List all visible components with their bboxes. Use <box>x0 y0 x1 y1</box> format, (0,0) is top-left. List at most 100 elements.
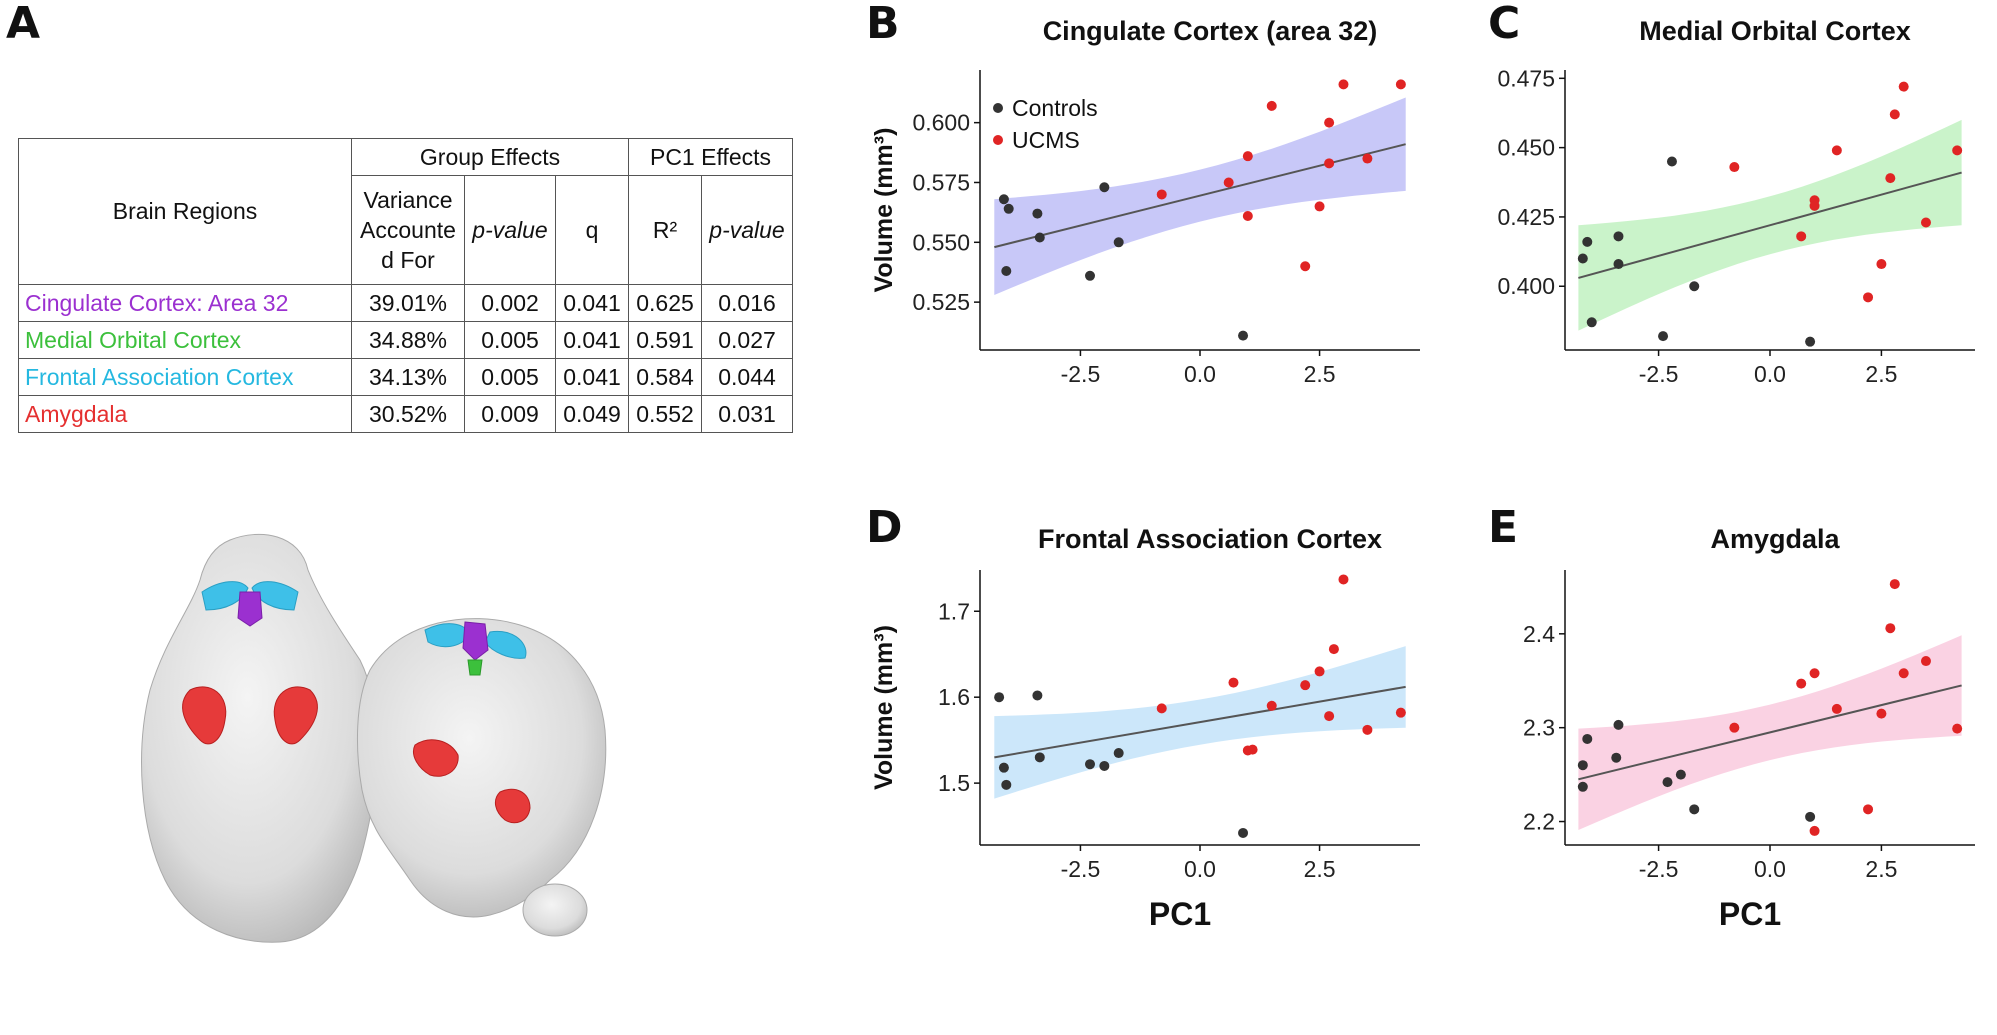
control-point <box>1113 748 1124 759</box>
control-point <box>1113 237 1124 248</box>
regression-line <box>1578 684 1962 781</box>
control-point <box>1666 156 1677 167</box>
legend-controls-marker <box>993 103 1003 113</box>
x-tick-label: 2.5 <box>1865 856 1897 882</box>
ucms-point <box>1328 644 1339 655</box>
row-q: 0.041 <box>555 284 629 322</box>
ucms-point <box>1885 173 1896 184</box>
y-tick-label: 1.5 <box>938 770 970 796</box>
col-q: q <box>555 175 629 285</box>
amygdala-right <box>273 686 318 745</box>
control-point <box>1238 330 1249 341</box>
row-region: Amygdala <box>18 395 352 433</box>
ucms-point <box>1242 210 1253 221</box>
ucms-point <box>1300 261 1311 272</box>
y-tick-label: 0.400 <box>1497 273 1555 299</box>
col-p-group: p-value <box>464 175 556 285</box>
col-p-pc1: p-value <box>701 175 793 285</box>
chart-title: Frontal Association Cortex <box>1038 524 1382 554</box>
y-tick-label: 2.3 <box>1523 715 1555 741</box>
ucms-point <box>1885 623 1896 634</box>
y-tick-label: 2.4 <box>1523 621 1555 647</box>
panel-letter-b: B <box>866 0 900 49</box>
ucms-point <box>1228 677 1239 688</box>
y-axis-label: Volume (mm³) <box>870 625 898 790</box>
control-point <box>1577 760 1588 771</box>
legend-controls-label: Controls <box>1012 95 1098 121</box>
ucms-point <box>1898 81 1909 92</box>
ucms-point <box>1876 708 1887 719</box>
y-tick-label: 0.475 <box>1497 65 1555 91</box>
ucms-point <box>1831 703 1842 714</box>
y-tick-label: 0.600 <box>912 110 970 136</box>
ucms-point <box>1314 666 1325 677</box>
row-r2: 0.625 <box>628 284 702 322</box>
x-tick-label: 2.5 <box>1865 361 1897 387</box>
y-tick-label: 1.6 <box>938 684 970 710</box>
ucms-point <box>1889 579 1900 590</box>
control-point <box>1658 331 1669 342</box>
scatter-plot-cingulate: Cingulate Cortex (area 32) 0.525 0.550 0.57… <box>870 16 1420 387</box>
ucms-point <box>1809 200 1820 211</box>
row-r2: 0.591 <box>628 321 702 359</box>
row-q: 0.041 <box>555 321 629 359</box>
control-point <box>1001 266 1012 277</box>
x-tick-label: -2.5 <box>1061 856 1101 882</box>
row-region: Cingulate Cortex: Area 32 <box>18 284 352 322</box>
ucms-point <box>1809 825 1820 836</box>
x-tick-label: -2.5 <box>1639 361 1679 387</box>
control-point <box>1582 236 1593 247</box>
control-point <box>1582 733 1593 744</box>
row-q: 0.049 <box>555 395 629 433</box>
control-point <box>1238 827 1249 838</box>
ucms-point <box>1863 804 1874 815</box>
ucms-point <box>1796 231 1807 242</box>
x-tick-label: -2.5 <box>1639 856 1679 882</box>
control-point <box>998 762 1009 773</box>
ucms-point <box>1338 574 1349 585</box>
legend-ucms-marker <box>993 135 1003 145</box>
x-axis-label: PC1 <box>1149 896 1211 932</box>
ucms-point <box>1156 189 1167 200</box>
ucms-point <box>1362 153 1373 164</box>
x-tick-label: 0.0 <box>1754 361 1786 387</box>
x-tick-label: -2.5 <box>1061 361 1101 387</box>
ucms-point <box>1314 201 1325 212</box>
ucms-point <box>1920 656 1931 667</box>
control-point <box>1034 752 1045 763</box>
brain-renderings <box>141 533 607 943</box>
brain-oblique-view <box>356 618 607 937</box>
row-r2: 0.584 <box>628 358 702 396</box>
amygdala-oblique-right <box>494 788 531 824</box>
control-point <box>1586 317 1597 328</box>
col-variance: Variance Accounte d For <box>351 175 465 285</box>
scatter-plot-frontal-association: Frontal Association Cortex 1.5 1.6 1.7 -2.5 0… <box>870 524 1420 932</box>
regression-line <box>994 143 1406 249</box>
control-point <box>1689 804 1700 815</box>
y-tick-label: 0.550 <box>912 229 970 255</box>
ucms-point <box>1247 744 1258 755</box>
row-r2: 0.552 <box>628 395 702 433</box>
control-point <box>1099 760 1110 771</box>
ucms-point <box>1266 100 1277 111</box>
cingulate-area-oblique <box>462 621 489 661</box>
table-row: Medial Orbital Cortex 34.88% 0.005 0.041… <box>18 321 793 359</box>
control-point <box>1099 182 1110 193</box>
x-tick-label: 2.5 <box>1304 361 1336 387</box>
x-axis-label: PC1 <box>1719 896 1781 932</box>
row-variance: 30.52% <box>351 395 465 433</box>
amygdala-left <box>182 686 227 745</box>
control-point <box>1613 719 1624 730</box>
chart-title: Cingulate Cortex (area 32) <box>1043 16 1378 46</box>
ucms-point <box>1324 158 1335 169</box>
control-point <box>1032 208 1043 219</box>
row-p-group: 0.005 <box>464 321 556 359</box>
control-point <box>1611 752 1622 763</box>
row-region: Frontal Association Cortex <box>18 358 352 396</box>
ucms-point <box>1362 724 1373 735</box>
col-r2: R² <box>628 175 702 285</box>
row-p-group: 0.009 <box>464 395 556 433</box>
ucms-point <box>1156 703 1167 714</box>
row-p-pc1: 0.031 <box>701 395 793 433</box>
row-p-group: 0.002 <box>464 284 556 322</box>
